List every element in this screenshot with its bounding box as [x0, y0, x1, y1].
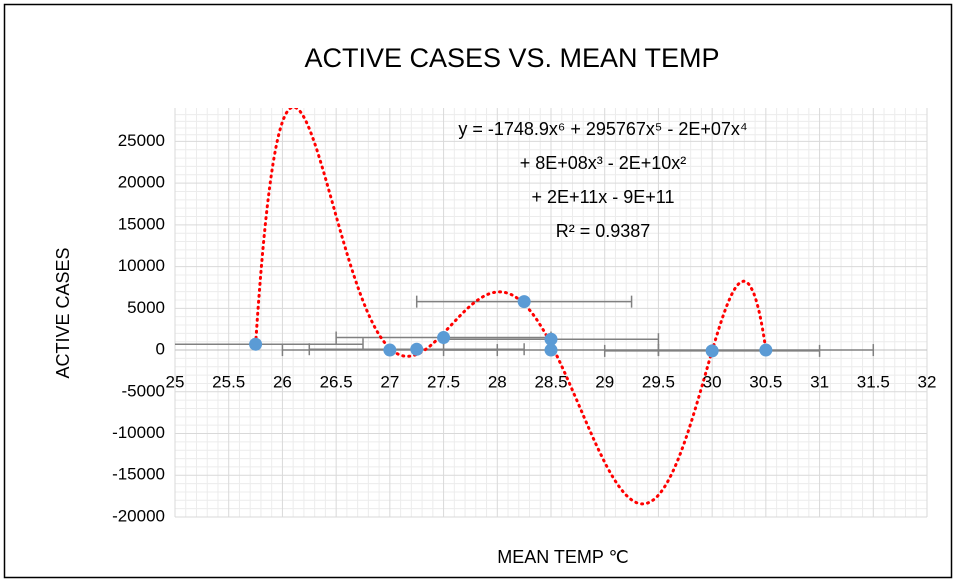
x-tick-label: 29.5 — [642, 373, 675, 392]
x-tick-label: 27 — [380, 373, 399, 392]
trendline-equation: + 2E+11x - 9E+11 — [532, 187, 675, 207]
trendline-equation: y = -1748.9x⁶ + 295767x⁵ - 2E+07x⁴ — [458, 119, 747, 139]
data-point — [544, 343, 558, 357]
x-axis-label: MEAN TEMP ℃ — [497, 547, 629, 567]
plot-area — [175, 108, 875, 506]
y-tick-label: -15000 — [112, 465, 165, 484]
data-point — [437, 331, 451, 345]
y-tick-label: 0 — [156, 340, 165, 359]
y-tick-label: -5000 — [122, 381, 165, 400]
y-tick-label: 15000 — [118, 214, 165, 233]
chart-title: ACTIVE CASES VS. MEAN TEMP — [304, 43, 719, 73]
x-tick-label: 29 — [595, 373, 614, 392]
chart-border — [3, 3, 953, 579]
x-tick-label: 31 — [810, 373, 829, 392]
y-tick-label: 20000 — [118, 173, 165, 192]
y-tick-label: 25000 — [118, 131, 165, 150]
data-point — [705, 344, 719, 358]
trendline-equation: + 8E+08x³ - 2E+10x² — [520, 153, 687, 173]
trendline-equation: R² = 0.9387 — [556, 221, 651, 241]
x-tick-label: 30 — [703, 373, 722, 392]
data-point — [759, 343, 773, 357]
x-tick-label: 31.5 — [857, 373, 890, 392]
x-tick-label: 26 — [273, 373, 292, 392]
x-tick-label: 27.5 — [427, 373, 460, 392]
data-point — [383, 343, 397, 357]
labels: 25 25.5 26 26.5 27 27.5 28 28.5 29 29.5 30 30.5 31 31… — [112, 119, 936, 526]
y-tick-label: -10000 — [112, 423, 165, 442]
data-point — [517, 295, 531, 309]
x-tick-label: 30.5 — [749, 373, 782, 392]
y-tick-label: -20000 — [112, 506, 165, 525]
y-tick-label: 5000 — [127, 298, 165, 317]
data-point — [544, 332, 558, 346]
x-tick-label: 25 — [166, 373, 185, 392]
y-tick-label: 10000 — [118, 256, 165, 275]
x-tick-label: 32 — [918, 373, 937, 392]
x-tick-label: 28.5 — [534, 373, 567, 392]
x-tick-label: 26.5 — [320, 373, 353, 392]
trendline — [254, 108, 768, 506]
data-point — [410, 342, 424, 356]
x-tick-label: 28 — [488, 373, 507, 392]
data-point — [249, 337, 263, 351]
x-tick-label: 25.5 — [212, 373, 245, 392]
y-axis-label: ACTIVE CASES — [53, 247, 73, 378]
